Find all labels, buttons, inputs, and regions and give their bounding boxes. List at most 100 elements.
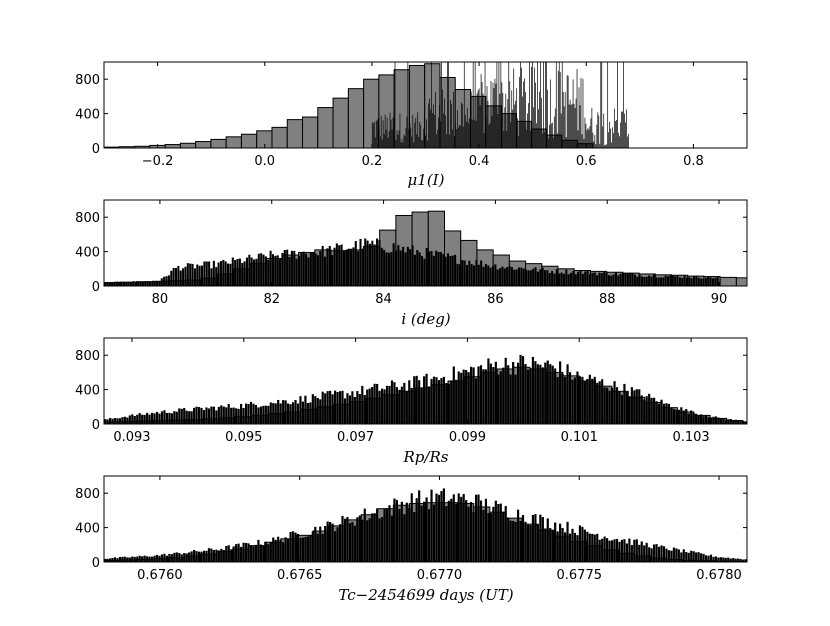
fine-bar <box>478 88 480 148</box>
fine-bar <box>672 409 675 424</box>
y-tick-label: 0 <box>92 556 100 571</box>
fine-bar <box>480 260 483 286</box>
fine-bar <box>541 267 544 286</box>
fine-bar <box>418 252 421 286</box>
fine-bar <box>547 138 549 148</box>
fine-bar <box>293 250 296 286</box>
fine-bar <box>404 252 407 286</box>
axes-frame <box>103 61 748 149</box>
fine-bar <box>576 371 579 424</box>
fine-bar <box>118 281 121 286</box>
fine-bar <box>274 255 277 286</box>
histogram-bars <box>104 62 629 148</box>
fine-bar <box>430 489 433 562</box>
fine-bar <box>185 410 188 424</box>
fine-bar <box>217 406 220 424</box>
fine-bar <box>116 558 119 562</box>
fine-bar <box>300 252 303 286</box>
fine-bar <box>670 407 673 424</box>
fine-bar <box>220 405 223 424</box>
fine-bar <box>264 256 267 286</box>
fine-bar <box>676 275 679 286</box>
fine-bar <box>486 86 488 148</box>
fine-bar <box>514 521 517 562</box>
fine-bar <box>482 93 484 148</box>
fine-bar <box>626 273 629 286</box>
x-tick-label: 80 <box>152 292 169 307</box>
fine-bar <box>405 390 408 424</box>
fine-bar <box>405 127 407 148</box>
xlabel-mu1: μ1(I) <box>408 171 445 189</box>
fine-bar <box>517 509 520 562</box>
fine-bar <box>626 109 627 148</box>
fine-bar <box>509 374 512 424</box>
fine-bar <box>180 408 183 424</box>
fine-bar <box>427 509 431 562</box>
fine-bar <box>506 130 508 148</box>
coarse-bar <box>735 277 747 286</box>
fine-bar <box>146 556 149 562</box>
fine-bar <box>449 134 450 148</box>
fine-bar <box>414 122 416 148</box>
fine-bar <box>704 277 707 286</box>
fine-bar <box>210 548 213 562</box>
fine-bar <box>348 523 352 562</box>
fine-bar <box>586 531 589 562</box>
fine-bar <box>574 274 577 286</box>
fine-bar <box>638 544 641 562</box>
fine-bar <box>175 411 178 424</box>
fine-bar <box>592 132 594 148</box>
fine-bar <box>572 271 575 286</box>
fine-bar <box>326 248 329 286</box>
xlabel-transit-time: Tc−2454699 days (UT) <box>338 586 513 604</box>
fine-bar <box>615 121 616 148</box>
fine-bar <box>392 243 395 286</box>
fine-bar <box>438 117 439 148</box>
fine-bar <box>488 124 490 148</box>
fine-bar <box>380 388 384 424</box>
fine-bar <box>193 549 196 562</box>
fine-bar <box>138 413 141 424</box>
fine-bar <box>620 539 624 562</box>
fine-bar <box>378 390 381 424</box>
fine-bar <box>583 381 586 424</box>
fine-bar <box>494 264 497 286</box>
fine-bar <box>190 551 193 562</box>
fine-bar <box>378 240 381 286</box>
fine-bar <box>361 248 364 286</box>
fine-bar <box>473 119 475 148</box>
coarse-bar <box>347 88 365 148</box>
fine-bar <box>361 385 364 424</box>
fine-bar <box>532 268 535 286</box>
fine-bar <box>396 130 398 148</box>
fine-bar <box>474 378 478 424</box>
fine-bar <box>436 134 437 148</box>
fine-bar <box>435 250 438 286</box>
fine-bar <box>205 261 208 286</box>
fine-bar <box>399 250 402 286</box>
fine-bar <box>551 365 554 424</box>
coarse-bar <box>240 133 258 148</box>
fine-bar <box>539 514 542 562</box>
fine-bar <box>630 544 633 562</box>
fine-bar <box>174 267 178 286</box>
fine-bar <box>435 92 436 148</box>
fine-bar <box>709 277 712 286</box>
fine-bar <box>509 81 511 148</box>
fine-bar <box>225 545 228 562</box>
fine-bar <box>582 78 584 148</box>
fine-bar <box>669 275 672 286</box>
fine-bar <box>384 114 386 148</box>
fine-bar <box>501 82 503 148</box>
fine-bar <box>106 282 109 286</box>
fine-bar <box>346 517 349 562</box>
fine-bar <box>620 122 621 148</box>
fine-bar <box>482 509 485 562</box>
fine-bar <box>430 378 433 424</box>
fine-bar <box>465 121 467 148</box>
fine-bar <box>722 418 725 424</box>
fine-bar <box>515 100 517 148</box>
fine-bar <box>435 377 438 424</box>
fine-bar <box>607 275 610 286</box>
fine-bar <box>652 274 655 286</box>
